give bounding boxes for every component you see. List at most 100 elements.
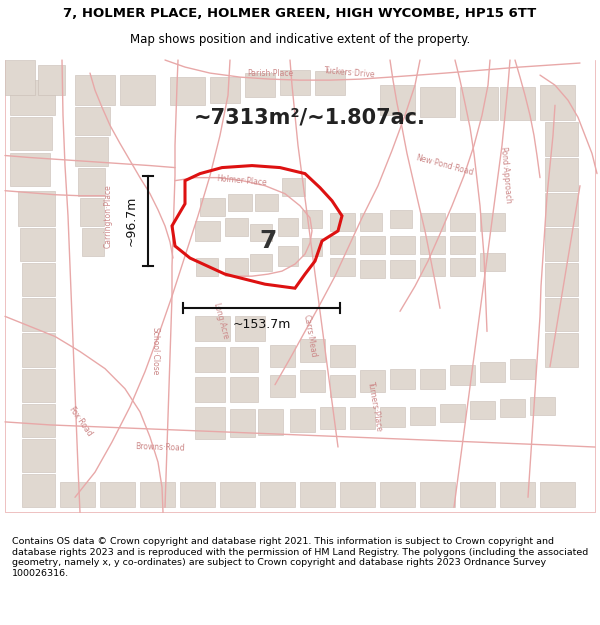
Polygon shape <box>545 158 578 191</box>
Text: ~153.7m: ~153.7m <box>232 318 290 331</box>
Polygon shape <box>38 65 65 95</box>
Polygon shape <box>170 77 205 105</box>
Polygon shape <box>320 407 345 429</box>
Polygon shape <box>22 263 55 296</box>
Polygon shape <box>420 369 445 389</box>
Text: 7, HOLMER PLACE, HOLMER GREEN, HIGH WYCOMBE, HP15 6TT: 7, HOLMER PLACE, HOLMER GREEN, HIGH WYCO… <box>64 8 536 20</box>
Polygon shape <box>10 118 52 151</box>
Polygon shape <box>140 482 175 508</box>
Text: Carrington·Place: Carrington·Place <box>104 184 113 248</box>
Polygon shape <box>245 73 275 98</box>
Polygon shape <box>545 298 578 331</box>
Polygon shape <box>420 213 445 231</box>
Polygon shape <box>270 374 295 397</box>
Polygon shape <box>100 482 135 508</box>
Polygon shape <box>545 263 578 296</box>
Polygon shape <box>196 258 218 276</box>
Polygon shape <box>75 75 115 105</box>
Polygon shape <box>500 399 525 417</box>
Polygon shape <box>480 213 505 231</box>
Polygon shape <box>80 198 104 226</box>
Polygon shape <box>545 192 578 226</box>
Polygon shape <box>10 152 50 186</box>
Polygon shape <box>545 122 578 156</box>
Polygon shape <box>460 87 498 121</box>
Polygon shape <box>330 344 355 367</box>
Polygon shape <box>450 364 475 385</box>
Polygon shape <box>410 407 435 425</box>
Polygon shape <box>460 482 495 508</box>
Text: Browns·Road: Browns·Road <box>135 442 185 452</box>
Text: Tuckers·Drive: Tuckers·Drive <box>324 66 376 80</box>
Polygon shape <box>230 377 258 402</box>
Polygon shape <box>302 238 322 256</box>
Polygon shape <box>450 258 475 276</box>
Polygon shape <box>20 228 55 261</box>
Polygon shape <box>200 198 225 216</box>
Polygon shape <box>270 344 295 367</box>
Polygon shape <box>390 210 412 228</box>
Text: 7: 7 <box>259 229 277 253</box>
Polygon shape <box>530 397 555 415</box>
Polygon shape <box>230 346 258 372</box>
Polygon shape <box>340 482 375 508</box>
Polygon shape <box>258 409 283 435</box>
Polygon shape <box>10 80 55 115</box>
Polygon shape <box>360 213 382 231</box>
Text: Carrs·Mead: Carrs·Mead <box>302 314 318 359</box>
Polygon shape <box>180 482 215 508</box>
Polygon shape <box>78 168 105 196</box>
Polygon shape <box>235 316 265 341</box>
Polygon shape <box>255 194 278 211</box>
Text: New·Pond·Road: New·Pond·Road <box>415 154 475 178</box>
Polygon shape <box>228 194 252 211</box>
Text: Contains OS data © Crown copyright and database right 2021. This information is : Contains OS data © Crown copyright and d… <box>12 538 588 578</box>
Polygon shape <box>75 107 110 136</box>
Text: Turners·Place: Turners·Place <box>366 381 384 432</box>
Polygon shape <box>22 474 55 508</box>
Text: Holmer·Place: Holmer·Place <box>217 174 268 188</box>
Polygon shape <box>420 236 445 254</box>
Polygon shape <box>390 236 415 254</box>
Text: School·Close: School·Close <box>151 328 160 376</box>
Polygon shape <box>330 258 355 276</box>
Polygon shape <box>470 401 495 419</box>
Polygon shape <box>450 213 475 231</box>
Polygon shape <box>500 87 535 121</box>
Polygon shape <box>500 482 535 508</box>
Polygon shape <box>210 77 240 103</box>
Polygon shape <box>22 298 55 331</box>
Polygon shape <box>280 70 310 95</box>
Polygon shape <box>360 369 385 392</box>
Polygon shape <box>420 87 455 118</box>
Polygon shape <box>330 213 355 231</box>
Polygon shape <box>440 404 465 422</box>
Text: Long·Acre: Long·Acre <box>211 302 229 341</box>
Text: ~96.7m: ~96.7m <box>125 196 138 246</box>
Polygon shape <box>390 369 415 389</box>
Polygon shape <box>250 254 272 271</box>
Polygon shape <box>278 246 298 266</box>
Polygon shape <box>380 482 415 508</box>
Polygon shape <box>540 85 575 121</box>
Polygon shape <box>450 236 475 254</box>
Polygon shape <box>195 407 225 439</box>
Polygon shape <box>300 482 335 508</box>
Text: Fox·Road: Fox·Road <box>67 405 94 439</box>
Polygon shape <box>18 191 55 226</box>
Polygon shape <box>350 407 375 429</box>
Polygon shape <box>360 236 385 254</box>
Polygon shape <box>545 228 578 261</box>
Polygon shape <box>420 258 445 276</box>
Text: Pond·Approach: Pond·Approach <box>498 146 512 205</box>
Polygon shape <box>420 482 455 508</box>
Polygon shape <box>290 409 315 432</box>
Polygon shape <box>545 334 578 367</box>
Polygon shape <box>195 221 220 241</box>
Polygon shape <box>480 362 505 382</box>
Polygon shape <box>380 407 405 427</box>
Polygon shape <box>380 85 415 115</box>
Polygon shape <box>82 228 104 256</box>
Polygon shape <box>22 404 55 437</box>
Polygon shape <box>330 236 355 254</box>
